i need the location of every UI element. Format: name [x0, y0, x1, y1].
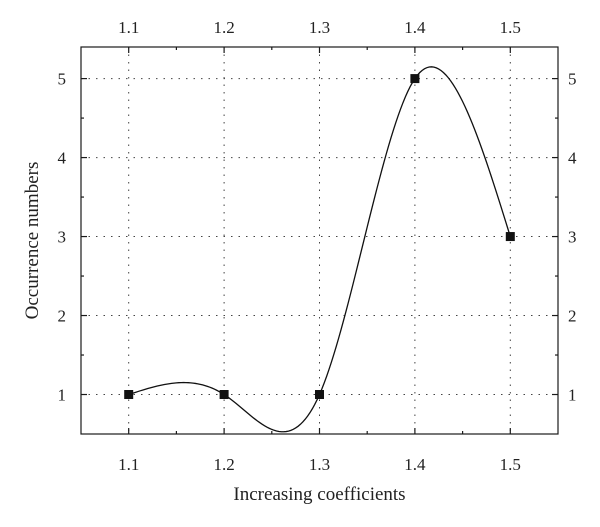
- grid-lines: [81, 47, 558, 434]
- x-tick-label-bottom: 1.3: [309, 455, 330, 474]
- plot-frame: [80, 46, 559, 435]
- data-point: [315, 390, 324, 400]
- y-axis-title: Occurrence numbers: [22, 162, 43, 320]
- x-axis-title: Increasing coefficients: [233, 484, 405, 505]
- data-point: [219, 390, 229, 400]
- data-point: [410, 74, 420, 84]
- x-tick-label-top: 1.4: [404, 18, 426, 37]
- y-tick-label-right: 4: [568, 149, 577, 168]
- y-tick-label-left: 4: [58, 149, 67, 168]
- y-tick-label-right: 5: [568, 70, 577, 89]
- axis-ticks: [81, 47, 558, 434]
- y-tick-label-right: 1: [568, 386, 577, 405]
- x-tick-label-top: 1.1: [118, 18, 139, 37]
- x-tick-label-bottom: 1.1: [118, 455, 139, 474]
- x-tick-label-top: 1.5: [500, 18, 521, 37]
- y-tick-label-left: 3: [58, 228, 67, 247]
- y-tick-label-left: 2: [58, 307, 67, 326]
- x-tick-label-bottom: 1.2: [213, 455, 234, 474]
- series: [124, 66, 515, 433]
- y-tick-label-left: 1: [58, 386, 67, 405]
- data-point: [124, 390, 134, 400]
- y-tick-label-left: 5: [58, 70, 67, 89]
- y-tick-label-right: 3: [568, 228, 577, 247]
- x-tick-label-bottom: 1.4: [404, 455, 426, 474]
- data-point: [505, 232, 515, 242]
- y-tick-label-right: 2: [568, 307, 577, 326]
- x-tick-label-top: 1.2: [213, 18, 234, 37]
- x-tick-label-top: 1.3: [309, 18, 330, 37]
- x-tick-label-bottom: 1.5: [500, 455, 521, 474]
